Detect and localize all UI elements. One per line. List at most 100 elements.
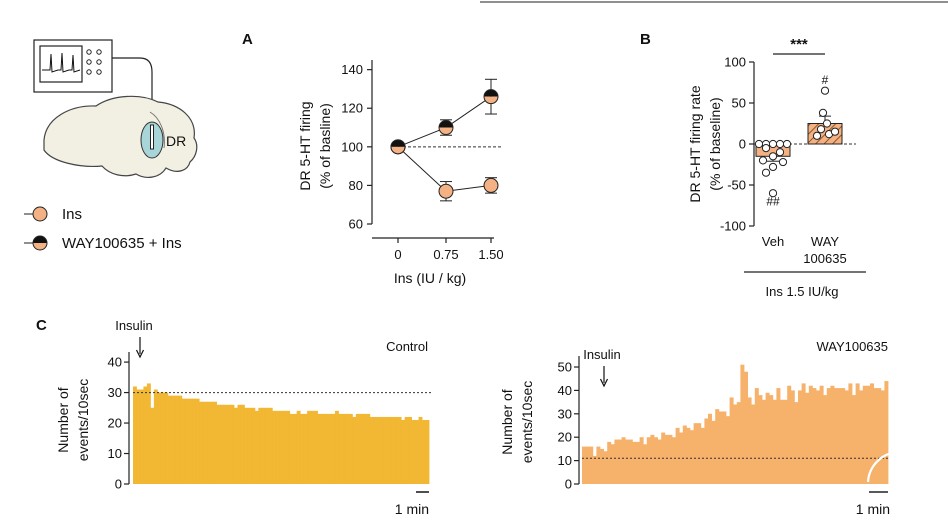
individual-point <box>812 131 822 140</box>
bar <box>390 416 395 484</box>
bar <box>690 430 694 484</box>
monitor-knobs-icon <box>86 49 102 75</box>
bar <box>621 437 626 484</box>
bar <box>366 413 371 484</box>
bar <box>697 423 702 484</box>
bar <box>296 410 301 484</box>
y-tick-label: -100 <box>720 219 746 234</box>
bar <box>209 401 214 484</box>
bar <box>679 432 684 484</box>
bar <box>237 404 242 484</box>
legend-ins-marker <box>32 206 48 222</box>
bar <box>636 441 640 484</box>
arrow-label: Insulin <box>583 347 621 362</box>
y-axis-title-line2: (% of basline) <box>317 103 333 189</box>
bar <box>314 410 318 484</box>
y-tick-label: 50 <box>558 360 572 375</box>
individual-point <box>775 148 785 157</box>
chart-c-way: 0 10 20 30 40 50 Number of events/10sec Insulin W… <box>499 339 890 517</box>
bar <box>153 389 158 484</box>
bar <box>783 399 788 484</box>
bar <box>300 413 305 484</box>
bar <box>408 416 412 484</box>
time-scale-label: 1 min <box>856 501 890 517</box>
bar <box>244 407 249 484</box>
bar <box>610 444 615 484</box>
bar <box>345 413 350 484</box>
bar <box>877 388 882 484</box>
data-point <box>438 183 454 199</box>
bar <box>418 416 423 484</box>
dr-label: DR <box>166 133 186 149</box>
electrode-wire <box>112 57 153 125</box>
bar <box>726 416 730 484</box>
bar <box>798 390 802 484</box>
bar <box>585 446 590 484</box>
bar <box>133 386 137 484</box>
bar <box>790 390 795 484</box>
bar <box>639 437 644 484</box>
data-point-bottom <box>391 146 405 154</box>
bar <box>603 451 608 484</box>
bar <box>654 437 658 484</box>
bar <box>672 437 676 484</box>
bar <box>747 397 752 484</box>
bar <box>380 416 385 484</box>
bar <box>178 395 183 484</box>
bar <box>715 409 720 484</box>
bar <box>272 410 277 484</box>
spike-trace-icon <box>42 52 81 73</box>
y-tick-label: -50 <box>727 178 746 193</box>
bar <box>650 434 655 484</box>
bar <box>258 407 263 484</box>
bar <box>233 407 238 484</box>
bar <box>352 416 357 484</box>
bar <box>321 413 325 484</box>
bar <box>686 427 691 484</box>
bar <box>279 410 284 484</box>
bar <box>171 395 176 484</box>
category-label-line2: 100635 <box>803 251 846 266</box>
bar <box>780 399 784 484</box>
bar <box>718 411 723 484</box>
y-tick-label: 10 <box>558 453 572 468</box>
x-axis-title: Ins (IU / kg) <box>394 270 466 286</box>
y-tick-label: 30 <box>108 385 122 400</box>
condition-label: Control <box>386 339 428 354</box>
individual-point <box>778 157 788 167</box>
bar <box>188 398 193 484</box>
bar <box>769 395 774 484</box>
bar <box>289 413 294 484</box>
bar <box>801 383 806 484</box>
bar <box>227 404 231 484</box>
bar <box>744 371 748 484</box>
bar <box>837 388 842 484</box>
bar <box>240 404 245 484</box>
y-tick-label: 60 <box>349 217 363 232</box>
individual-point <box>768 152 778 161</box>
bar <box>859 390 864 484</box>
data-point-top <box>391 139 405 147</box>
bar <box>607 441 612 484</box>
bar <box>693 423 698 484</box>
y-tick-label: 100 <box>341 139 363 154</box>
chart-c-control: 0 10 20 30 40 Number of events/10sec Insulin Con… <box>55 318 431 517</box>
y-axis-title-line2: events/10sec <box>75 379 91 462</box>
bar <box>762 399 766 484</box>
y-tick-label: 10 <box>108 446 122 461</box>
bar <box>848 383 853 484</box>
data-point-bottom <box>439 127 453 135</box>
bar <box>816 390 820 484</box>
bar <box>401 420 406 484</box>
data-point-top <box>439 120 453 128</box>
bar <box>643 444 648 484</box>
insulin-arrow-head-icon <box>599 378 609 388</box>
bar <box>216 404 221 484</box>
bar <box>841 388 846 484</box>
bar <box>740 364 745 484</box>
bar <box>787 385 792 484</box>
bar <box>286 410 291 484</box>
bar <box>711 420 716 484</box>
x-tick-label: 0 <box>394 247 401 262</box>
individual-point <box>830 127 840 136</box>
